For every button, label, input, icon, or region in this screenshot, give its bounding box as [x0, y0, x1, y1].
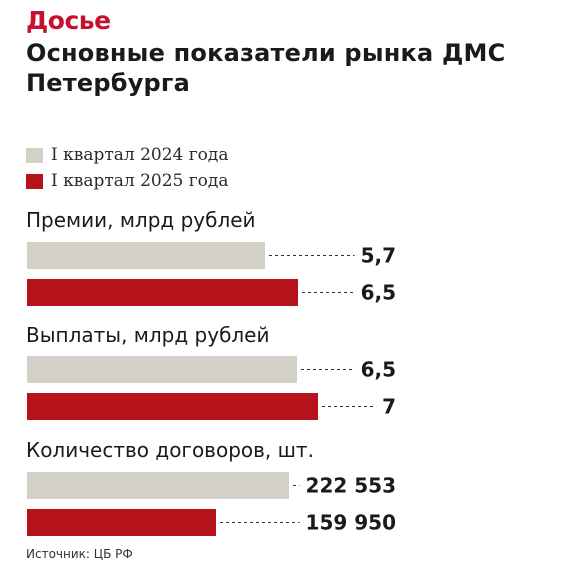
value-label-vyplaty-2025: 7: [382, 395, 396, 419]
legend-swatch-2025: [26, 173, 43, 189]
bar-vyplaty-2024: [27, 356, 297, 383]
chart-title: Основные показатели рынка ДМС Петербурга: [26, 39, 506, 97]
legend-item-2025: I квартал 2025 года: [26, 168, 229, 194]
bar-premii-2024: [27, 242, 265, 269]
value-label-premii-2025: 6,5: [361, 281, 396, 305]
legend-item-2024: I квартал 2024 года: [26, 142, 229, 168]
bar-vyplaty-2025: [27, 393, 318, 420]
legend: I квартал 2024 года I квартал 2025 года: [26, 142, 229, 194]
group-label-dogovory: Количество договоров, шт.: [26, 438, 314, 462]
bar-dogovory-2024: [27, 472, 289, 499]
kicker: Досье: [26, 6, 111, 35]
value-label-dogovory-2024: 222 553: [306, 474, 396, 498]
source-note: Источник: ЦБ РФ: [26, 547, 133, 561]
value-label-vyplaty-2024: 6,5: [361, 358, 396, 382]
legend-label-2025: I квартал 2025 года: [51, 171, 229, 191]
group-label-premii: Премии, млрд рублей: [26, 208, 256, 232]
value-label-premii-2024: 5,7: [361, 244, 396, 268]
bar-premii-2025: [27, 279, 298, 306]
legend-label-2024: I квартал 2024 года: [51, 145, 229, 165]
legend-swatch-2024: [26, 147, 43, 163]
bar-dogovory-2025: [27, 509, 216, 536]
group-label-vyplaty: Выплаты, млрд рублей: [26, 323, 270, 347]
value-label-dogovory-2025: 159 950: [306, 511, 396, 535]
